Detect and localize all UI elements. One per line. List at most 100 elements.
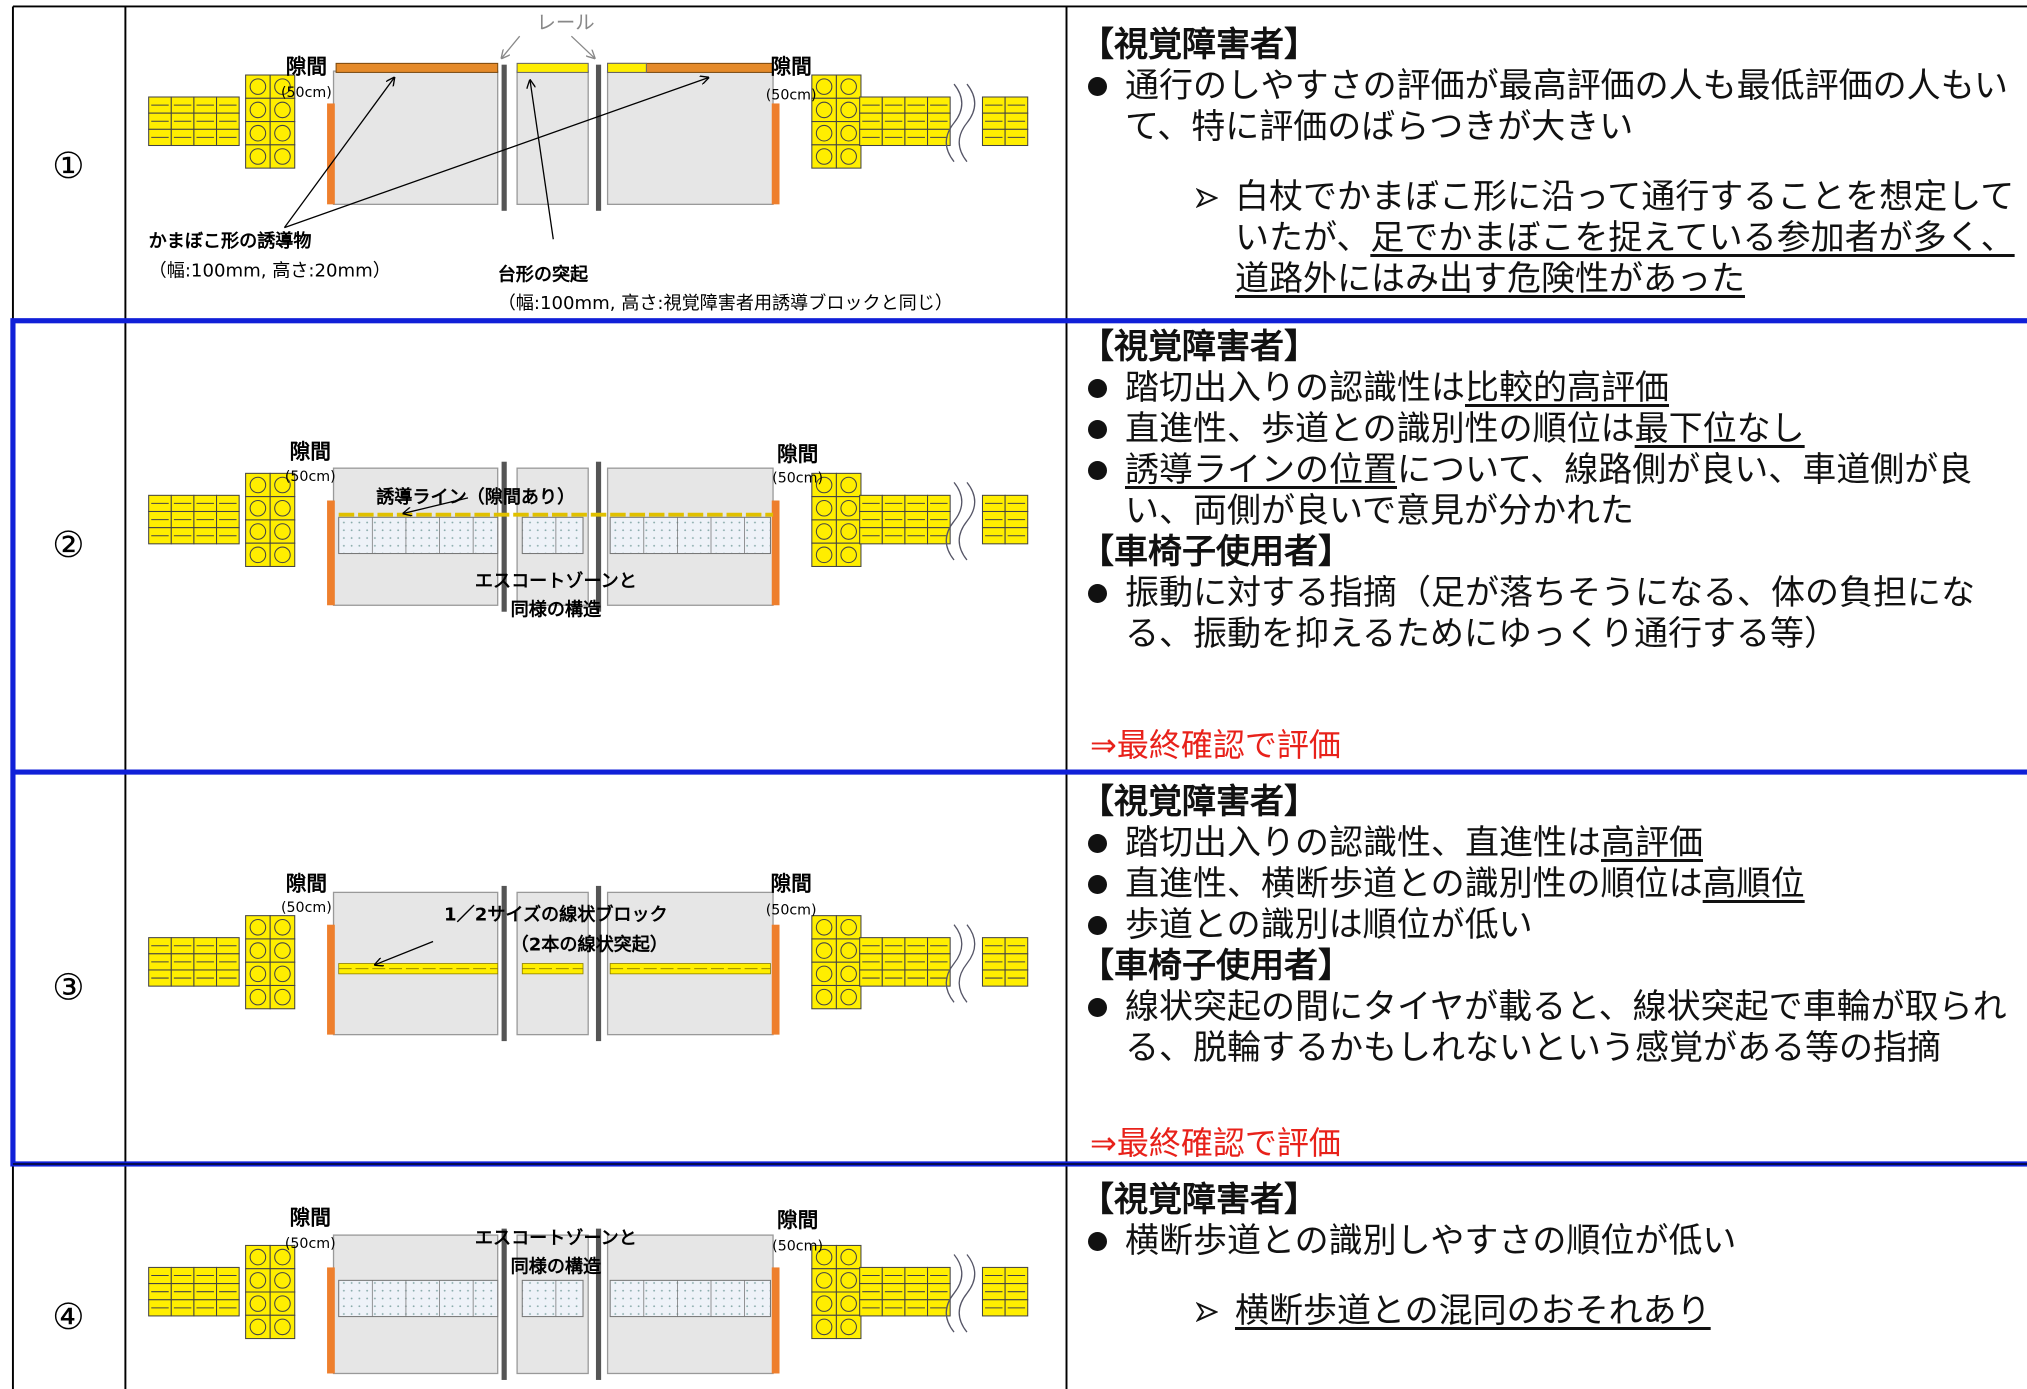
block-dot bbox=[815, 942, 833, 959]
edge-line bbox=[327, 1267, 335, 1374]
block-dot bbox=[249, 965, 267, 983]
block-dot bbox=[815, 101, 833, 119]
diagram-label: 隙間 bbox=[777, 442, 818, 466]
block-dot bbox=[274, 124, 291, 142]
edge-line bbox=[327, 103, 335, 205]
note-sub: 横断歩道との混同のおそれあり bbox=[1080, 1291, 2015, 1332]
row-notes: 【視覚障害者】 通行のしやすさの評価が最高評価の人も最低評価の人もいて、特に評価の… bbox=[1080, 25, 2015, 300]
pointer bbox=[530, 80, 554, 240]
block-dot bbox=[274, 988, 291, 1006]
rail bbox=[501, 461, 507, 612]
diagram-label: 隙間 bbox=[770, 54, 811, 78]
diagram-label: (50cm) bbox=[766, 88, 817, 104]
note-text: 比較的高評価 bbox=[1465, 368, 1669, 408]
note-text: 足でかまぼこを捉えている参加者が多く、道路外にはみ出す危険性があった bbox=[1235, 218, 2015, 299]
pointer bbox=[284, 78, 708, 229]
trapezoid-bump bbox=[607, 62, 647, 73]
block-dot bbox=[249, 523, 267, 540]
note-text: 白杖でかまぼこ形に沿って通行することを想定していたが、 bbox=[1235, 177, 2015, 258]
note-bullet: 誘導ラインの位置について、線路側が良い、車道側が良い、両側が良いで意見が分かれた bbox=[1080, 450, 2015, 532]
note-bullet: 踏切出入りの認識性、直進性は高評価 bbox=[1080, 823, 2015, 864]
diagram-label: 台形の突起 bbox=[498, 263, 589, 285]
sub-mark bbox=[1196, 188, 1218, 208]
block-dot bbox=[249, 1318, 267, 1336]
conclusion: ⇒最終確認で評価 bbox=[1090, 726, 1341, 764]
diagram-label: (50cm) bbox=[281, 900, 332, 916]
diagram-label: 誘導ライン（隙間あり） bbox=[376, 486, 575, 508]
bullet-mark bbox=[1088, 916, 1107, 935]
block-dot bbox=[249, 124, 267, 142]
block-dot bbox=[249, 1248, 267, 1266]
note-text: 通行のしやすさの評価が最高評価の人も最低評価の人もいて、特に評価のばらつきが大き… bbox=[1125, 66, 2008, 147]
block-dot bbox=[274, 919, 291, 936]
block-dot bbox=[815, 499, 833, 517]
crossing-panel bbox=[606, 70, 774, 205]
block-dot bbox=[274, 546, 291, 564]
block-dot bbox=[249, 546, 267, 564]
rail bbox=[595, 885, 602, 1042]
block-dot bbox=[249, 1295, 267, 1312]
note-text: 【視覚障害者】 bbox=[1080, 782, 1318, 822]
diagram-label: 隙間 bbox=[290, 1205, 331, 1229]
row-number: ② bbox=[52, 523, 84, 566]
block-dot bbox=[815, 523, 833, 540]
block-dot bbox=[840, 523, 857, 540]
block-dot bbox=[840, 988, 857, 1006]
rail bbox=[501, 1228, 507, 1380]
block-dot bbox=[840, 1295, 857, 1312]
diagram-label: (50cm) bbox=[285, 469, 336, 485]
note-heading: 【視覚障害者】 bbox=[1080, 1180, 2015, 1221]
diagram-label: 同様の構造 bbox=[511, 598, 602, 620]
note-text: 【車椅子使用者】 bbox=[1080, 946, 1352, 986]
block-dot bbox=[249, 148, 267, 165]
dot-block bbox=[269, 144, 296, 169]
note-text: 歩道との識別は順位が低い bbox=[1125, 905, 1533, 945]
wave bbox=[945, 1254, 976, 1333]
note-text: について、線路側が良い、車道側が良い、両側が良いで意見が分かれた bbox=[1125, 450, 1973, 531]
escort-zone bbox=[609, 1279, 771, 1318]
dot-block bbox=[835, 984, 862, 1010]
note-bullet: 直進性、歩道との識別性の順位は最下位なし bbox=[1080, 409, 2015, 450]
dot-block bbox=[269, 1314, 296, 1340]
note-text: 高評価 bbox=[1601, 823, 1703, 863]
block-dot bbox=[249, 476, 267, 494]
crossing-panel bbox=[516, 70, 589, 205]
block-dot bbox=[815, 124, 833, 142]
block-dot bbox=[249, 942, 267, 959]
bullet-mark bbox=[1088, 875, 1107, 894]
block-dot bbox=[815, 1248, 833, 1266]
bullet-mark bbox=[1088, 834, 1107, 853]
note-text: 誘導ラインの位置 bbox=[1125, 450, 1397, 490]
wave bbox=[945, 83, 976, 163]
diagram-label: 同様の構造 bbox=[511, 1255, 602, 1277]
diagram-label: （幅:100mm, 高さ:視覚障害者用誘導ブロックと同じ） bbox=[498, 292, 953, 314]
edge-line bbox=[771, 500, 780, 606]
block-dot bbox=[274, 1295, 291, 1312]
note-bullet: 直進性、横断歩道との識別性の順位は高順位 bbox=[1080, 864, 2015, 905]
diagram-label: エスコートゾーンと bbox=[475, 571, 637, 592]
diagram-label: 隙間 bbox=[286, 54, 327, 78]
block-dot bbox=[815, 965, 833, 983]
note-bullet: 踏切出入りの認識性は比較的高評価 bbox=[1080, 368, 2015, 409]
bullet-mark bbox=[1088, 77, 1107, 96]
trapezoid-bump bbox=[516, 62, 589, 73]
block-dot bbox=[274, 499, 291, 517]
diagram-label: 隙間 bbox=[286, 872, 327, 896]
diagram-label: レール bbox=[536, 11, 594, 34]
note-bullet: 通行のしやすさの評価が最高評価の人も最低評価の人もいて、特に評価のばらつきが大き… bbox=[1080, 66, 2015, 148]
edge-line bbox=[771, 1267, 780, 1374]
note-heading: 【視覚障害者】 bbox=[1080, 782, 2015, 823]
block-dot bbox=[249, 919, 267, 936]
block-dot bbox=[274, 101, 291, 119]
diagram-label: (50cm) bbox=[281, 85, 332, 101]
bullet-mark bbox=[1088, 461, 1107, 480]
block-dot bbox=[249, 988, 267, 1006]
diagram-label: 隙間 bbox=[290, 440, 331, 464]
block-dot bbox=[815, 546, 833, 564]
block-dot bbox=[249, 1272, 267, 1289]
dot-block bbox=[269, 542, 296, 567]
diagram-label: (50cm) bbox=[772, 471, 823, 487]
note-heading: 【車椅子使用者】 bbox=[1080, 532, 2015, 573]
pointer bbox=[570, 35, 594, 58]
